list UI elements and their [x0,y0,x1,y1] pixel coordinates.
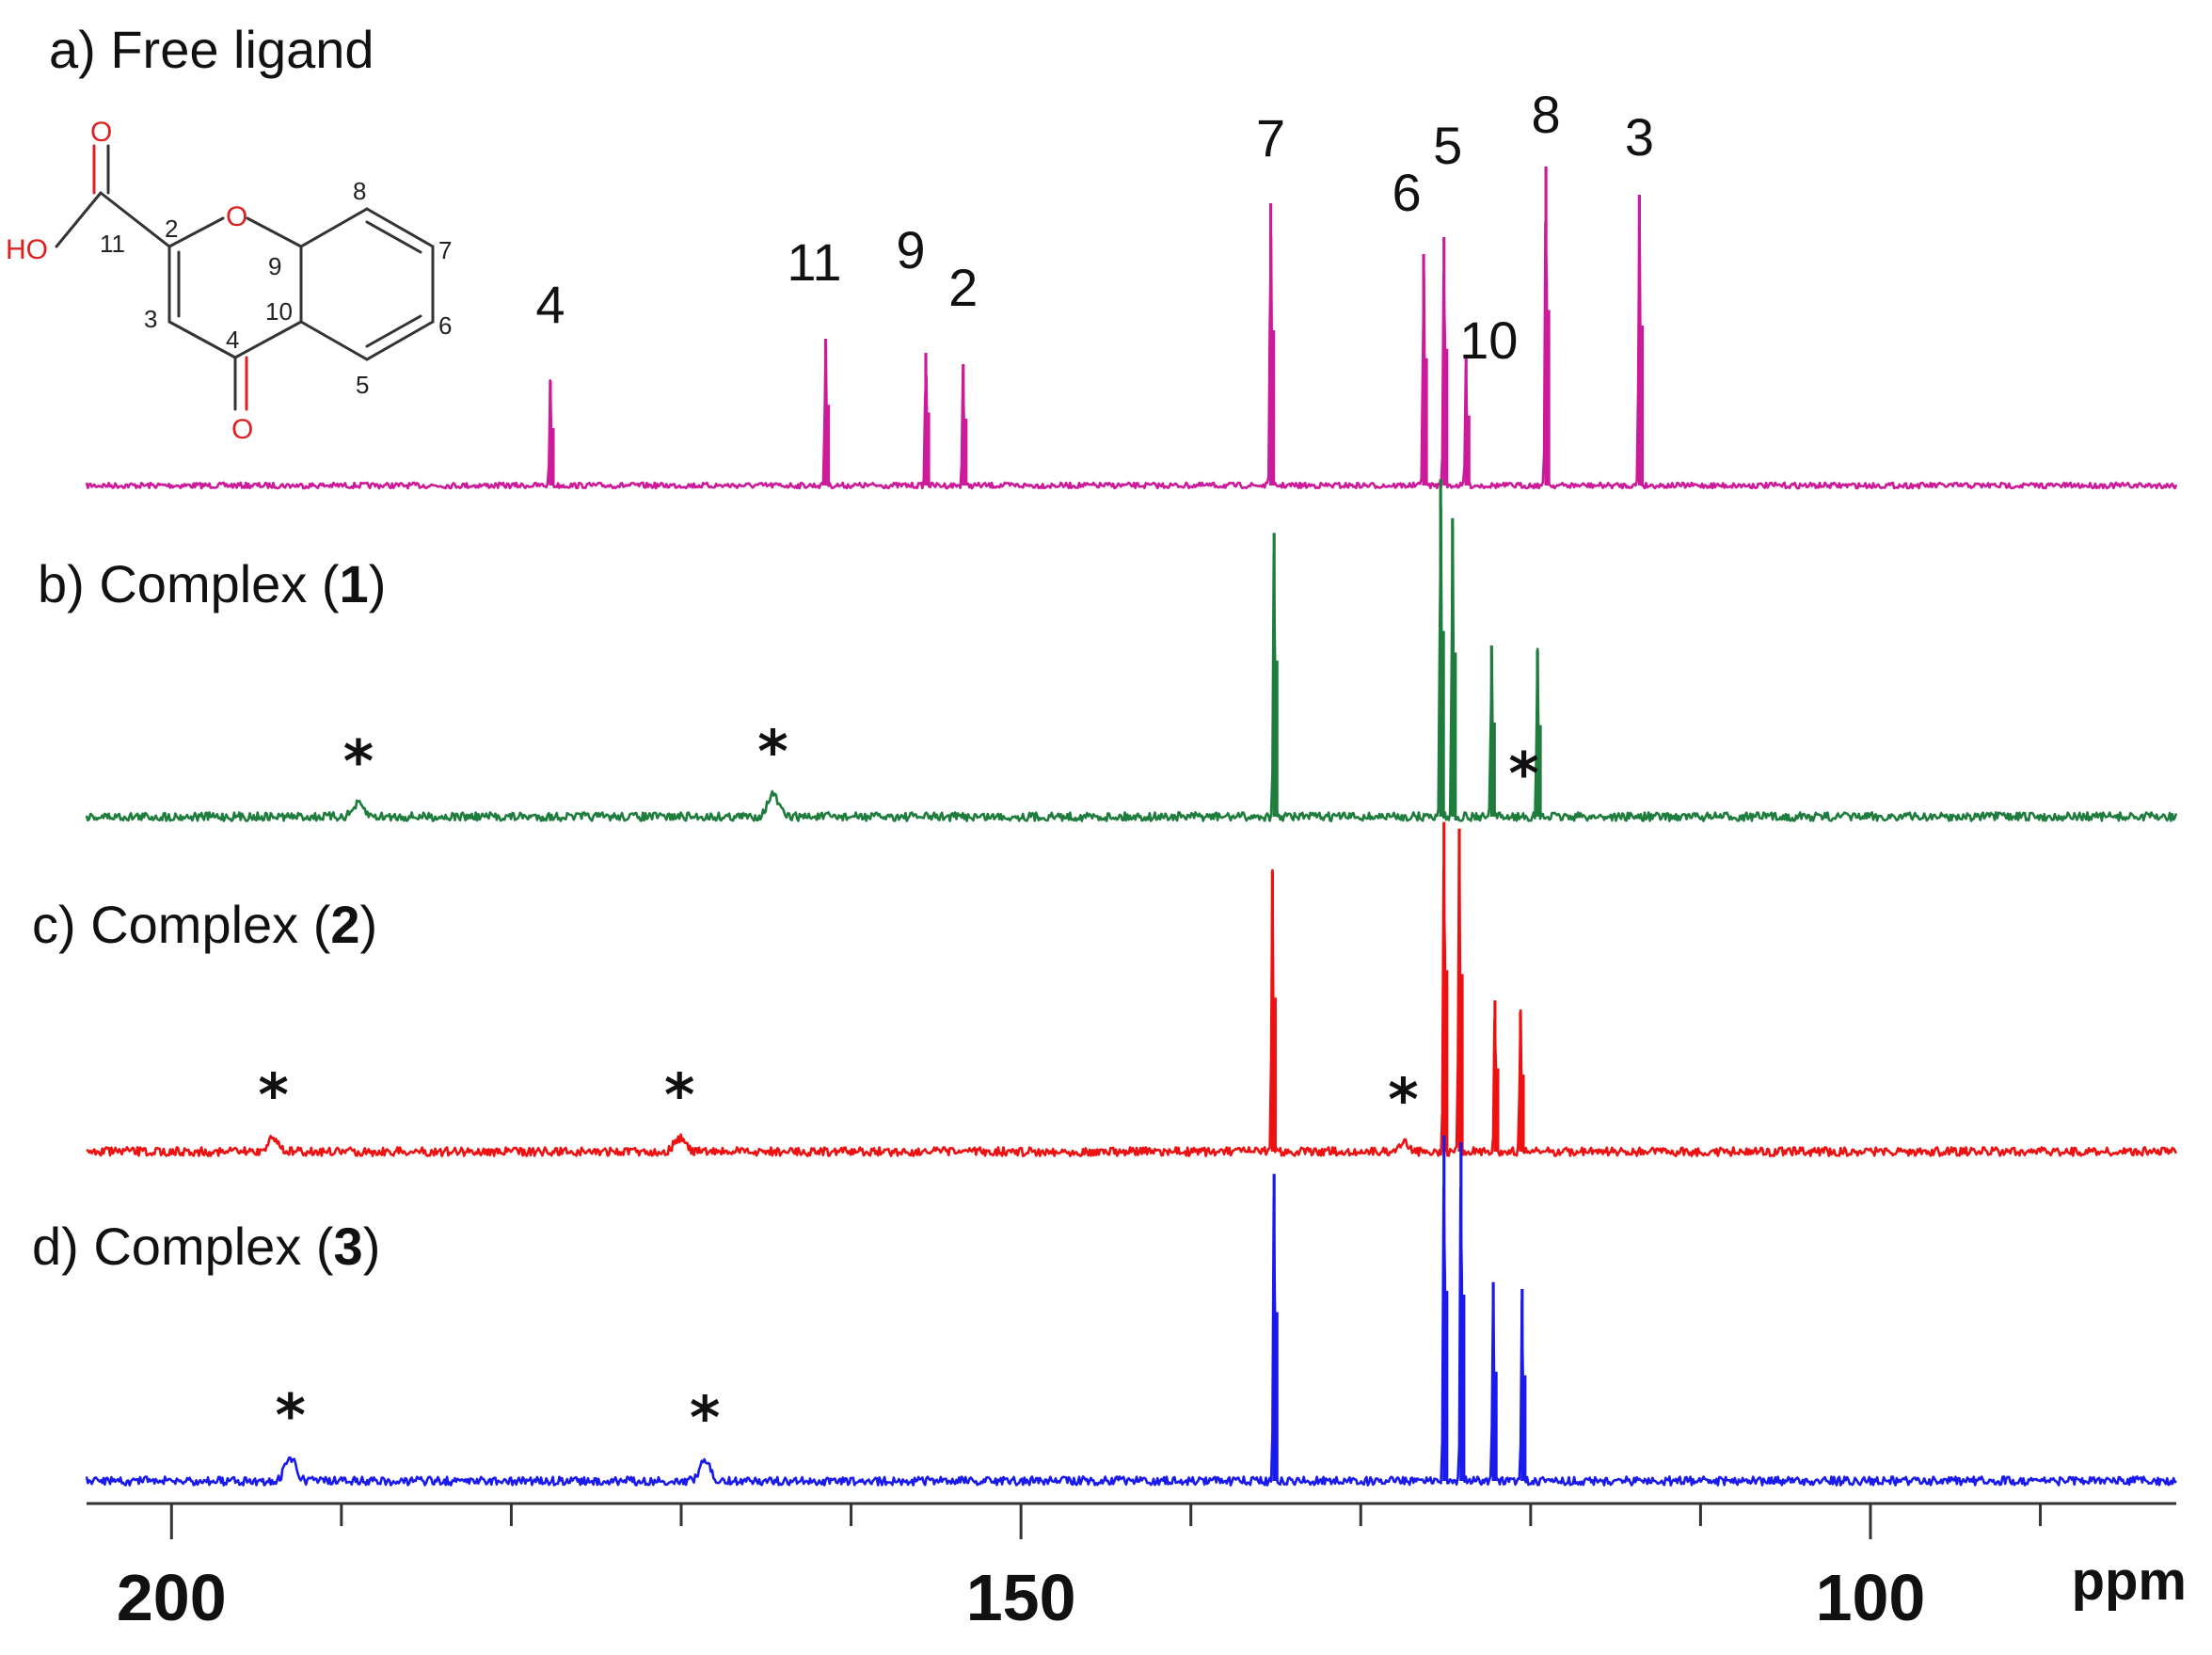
peak-label-9: 9 [896,220,925,279]
atom-o-acid: O [90,117,112,148]
chemical-structure: O HO O O 11 2 3 4 10 9 8 7 6 5 [6,117,452,445]
carbon-number-6: 6 [438,311,452,340]
carbon-number-11: 11 [100,230,125,258]
panel-title-b: b) Complex (1) [38,554,386,613]
panel-title-part: d) Complex ( [32,1217,334,1276]
spectrum-c: c) Complex (2) * * * [32,821,2178,1157]
panel-title-part: 2 [330,895,359,954]
atom-o-ring: O [226,201,247,232]
spectrum-b: b) Complex (1) * * * [38,479,2178,822]
x-tick-label-100: 100 [1816,1561,1926,1634]
panel-title-part: a) Free ligand [49,20,374,79]
structure-bonds [55,144,435,411]
spectrum-trace-a [85,195,2178,490]
peak-label-10: 10 [1459,310,1518,370]
asterisk-marker: * [1388,1065,1418,1134]
spectrum-trace-c [86,829,2178,1157]
carbon-number-4: 4 [226,326,239,354]
panel-title-part: 1 [340,554,369,613]
peak-label-5: 5 [1433,116,1462,175]
carbon-number-9: 9 [268,252,281,280]
carbon-number-8: 8 [353,177,366,205]
carbon-number-7: 7 [438,236,452,264]
spectrum-d: d) Complex (3) * * [32,1135,2177,1487]
carbon-number-3: 3 [144,305,157,333]
panel-title-part: 3 [334,1217,363,1276]
atom-oh: HO [6,234,48,265]
spectrum-trace-b [85,506,2178,822]
panel-title-part: ) [369,554,387,613]
asterisk-marker: * [258,1061,288,1130]
x-axis: 200 150 100 ppm [87,1502,2187,1634]
peak-label-2: 2 [948,258,978,317]
peak-label-3: 3 [1625,107,1654,167]
carbon-number-5: 5 [356,371,369,399]
panel-title-part: ) [360,895,378,954]
spectrum-trace-d [85,1185,2177,1487]
x-axis-unit-label: ppm [2072,1551,2187,1612]
asterisk-marker: * [275,1381,305,1450]
x-tick-label-200: 200 [117,1561,227,1634]
panel-title-d: d) Complex (3) [32,1217,380,1276]
peak-label-4: 4 [535,275,565,334]
panel-title-a: a) Free ligand [49,20,374,79]
asterisk-marker: * [1508,740,1538,808]
panel-title-part: ) [363,1217,381,1276]
asterisk-marker: * [690,1383,720,1452]
carbon-number-2: 2 [165,215,178,243]
peak-label-8: 8 [1532,85,1561,144]
carbon-number-10: 10 [265,297,293,326]
asterisk-marker: * [343,727,374,796]
panel-title-c: c) Complex (2) [32,895,377,954]
atom-o-ketone: O [231,414,253,445]
panel-title-part: b) Complex ( [38,554,340,613]
x-tick-label-150: 150 [966,1561,1076,1634]
peak-label-11: 11 [787,232,841,292]
peak-label-6: 6 [1392,163,1422,222]
panel-title-part: c) Complex ( [32,895,331,954]
asterisk-marker: * [757,718,788,787]
peak-label-7: 7 [1256,108,1285,167]
asterisk-marker: * [664,1061,694,1130]
